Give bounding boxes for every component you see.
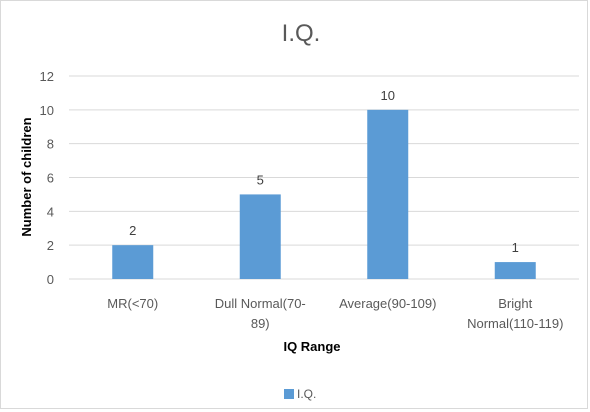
y-axis-ticks: 0 2 4 6 8 10 12 [40, 69, 54, 287]
bar [367, 109, 409, 279]
x-axis-title: IQ Range [283, 339, 340, 354]
gridlines [69, 75, 579, 280]
data-labels: 2 5 10 1 [129, 88, 519, 255]
bar [112, 245, 154, 279]
y-tick-label: 6 [47, 171, 54, 186]
y-tick-label: 8 [47, 137, 54, 152]
x-category-label: MR(<70) [107, 296, 158, 311]
data-label: 5 [257, 172, 264, 187]
legend-swatch [284, 389, 294, 399]
legend-label: I.Q. [297, 387, 316, 401]
data-label: 2 [129, 223, 136, 238]
y-tick-label: 2 [47, 238, 54, 253]
y-tick-label: 0 [47, 272, 54, 287]
bars [112, 109, 536, 279]
x-category-label: Dull Normal(70-89) [215, 296, 306, 331]
bar [494, 262, 536, 279]
y-tick-label: 12 [40, 69, 54, 84]
x-category-label: Bright Normal(110-119) [467, 296, 563, 331]
x-axis-categories: MR(<70) Dull Normal(70-89) Average(90-109)… [107, 296, 563, 331]
y-tick-label: 10 [40, 103, 54, 118]
bar [239, 194, 281, 279]
y-tick-label: 4 [47, 204, 54, 219]
x-category-label: Average(90-109) [339, 296, 436, 311]
chart-title: I.Q. [282, 20, 321, 47]
data-label: 10 [381, 88, 395, 103]
data-label: 1 [512, 240, 519, 255]
y-axis-title: Number of children [19, 117, 34, 236]
